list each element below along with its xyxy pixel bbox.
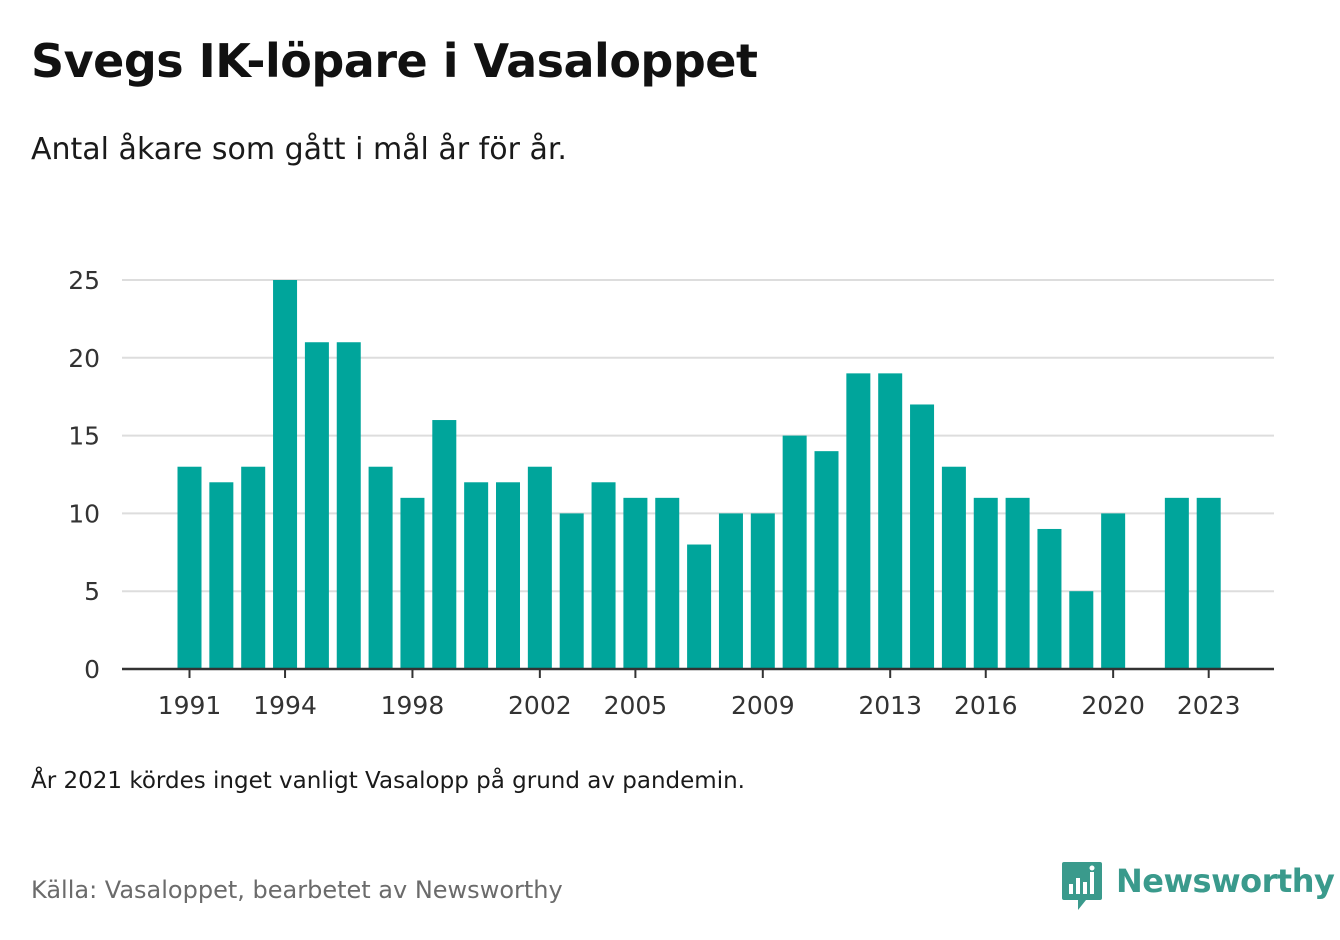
brand-logo: Newsworthy (1060, 860, 1335, 912)
bar-2015 (941, 466, 966, 669)
newsworthy-logo-icon (1062, 862, 1102, 910)
x-tick-label: 2016 (954, 691, 1018, 720)
x-tick-label: 2005 (604, 691, 668, 720)
x-tick-label: 1998 (381, 691, 445, 720)
bar-2006 (655, 497, 680, 669)
bar-1991 (177, 466, 202, 669)
bar-2013 (878, 373, 903, 669)
x-tick-label: 2013 (858, 691, 922, 720)
bar-2018 (1037, 528, 1062, 669)
bar-1995 (304, 342, 329, 669)
bar-1998 (400, 497, 425, 669)
source-text: Källa: Vasaloppet, bearbetet av Newswort… (31, 876, 563, 904)
y-tick-label: 5 (84, 577, 100, 606)
bar-2019 (1069, 591, 1094, 669)
bar-2009 (750, 513, 775, 669)
bar-2002 (527, 466, 552, 669)
bar-1997 (368, 466, 393, 669)
y-tick-label: 0 (84, 655, 100, 684)
bar-2020 (1101, 513, 1126, 669)
bar-1994 (273, 280, 298, 669)
bar-1992 (209, 482, 234, 669)
bar-2012 (846, 373, 871, 669)
bar-2004 (591, 482, 616, 669)
bar-2014 (910, 404, 935, 669)
y-tick-label: 25 (68, 266, 100, 295)
bar-2022 (1164, 497, 1189, 669)
x-tick-label: 2023 (1177, 691, 1241, 720)
bar-2011 (814, 451, 839, 669)
bar-1996 (336, 342, 361, 669)
x-axis-ticks: 1991 1994 1998 2002 2005 2009 2013 2016 2020 2023 (158, 669, 1241, 720)
bar-2010 (782, 435, 807, 669)
chart-title: Svegs IK-löpare i Vasaloppet (31, 34, 758, 88)
x-tick-label: 2002 (508, 691, 572, 720)
bar-2017 (1005, 497, 1030, 669)
x-tick-label: 2020 (1081, 691, 1145, 720)
y-tick-label: 20 (68, 344, 100, 373)
chart-subtitle: Antal åkare som gått i mål år för år. (31, 132, 567, 167)
y-axis-ticks: 0 5 10 15 20 25 (68, 266, 100, 684)
bar-2007 (687, 544, 712, 669)
bar-2016 (973, 497, 998, 669)
x-tick-label: 1991 (158, 691, 222, 720)
bar-1993 (241, 466, 266, 669)
bar-2000 (464, 482, 489, 669)
brand-name: Newsworthy (1116, 862, 1335, 900)
y-tick-label: 15 (68, 422, 100, 451)
bar-1999 (432, 420, 457, 669)
bars (177, 280, 1221, 669)
bar-2005 (623, 497, 648, 669)
y-tick-label: 10 (68, 499, 100, 528)
bar-2008 (718, 513, 743, 669)
bar-2001 (496, 482, 520, 669)
bar-2003 (559, 513, 584, 669)
x-tick-label: 1994 (253, 691, 317, 720)
x-tick-label: 2009 (731, 691, 795, 720)
bar-2023 (1196, 497, 1221, 669)
footnote: År 2021 kördes inget vanligt Vasalopp på… (31, 768, 745, 794)
